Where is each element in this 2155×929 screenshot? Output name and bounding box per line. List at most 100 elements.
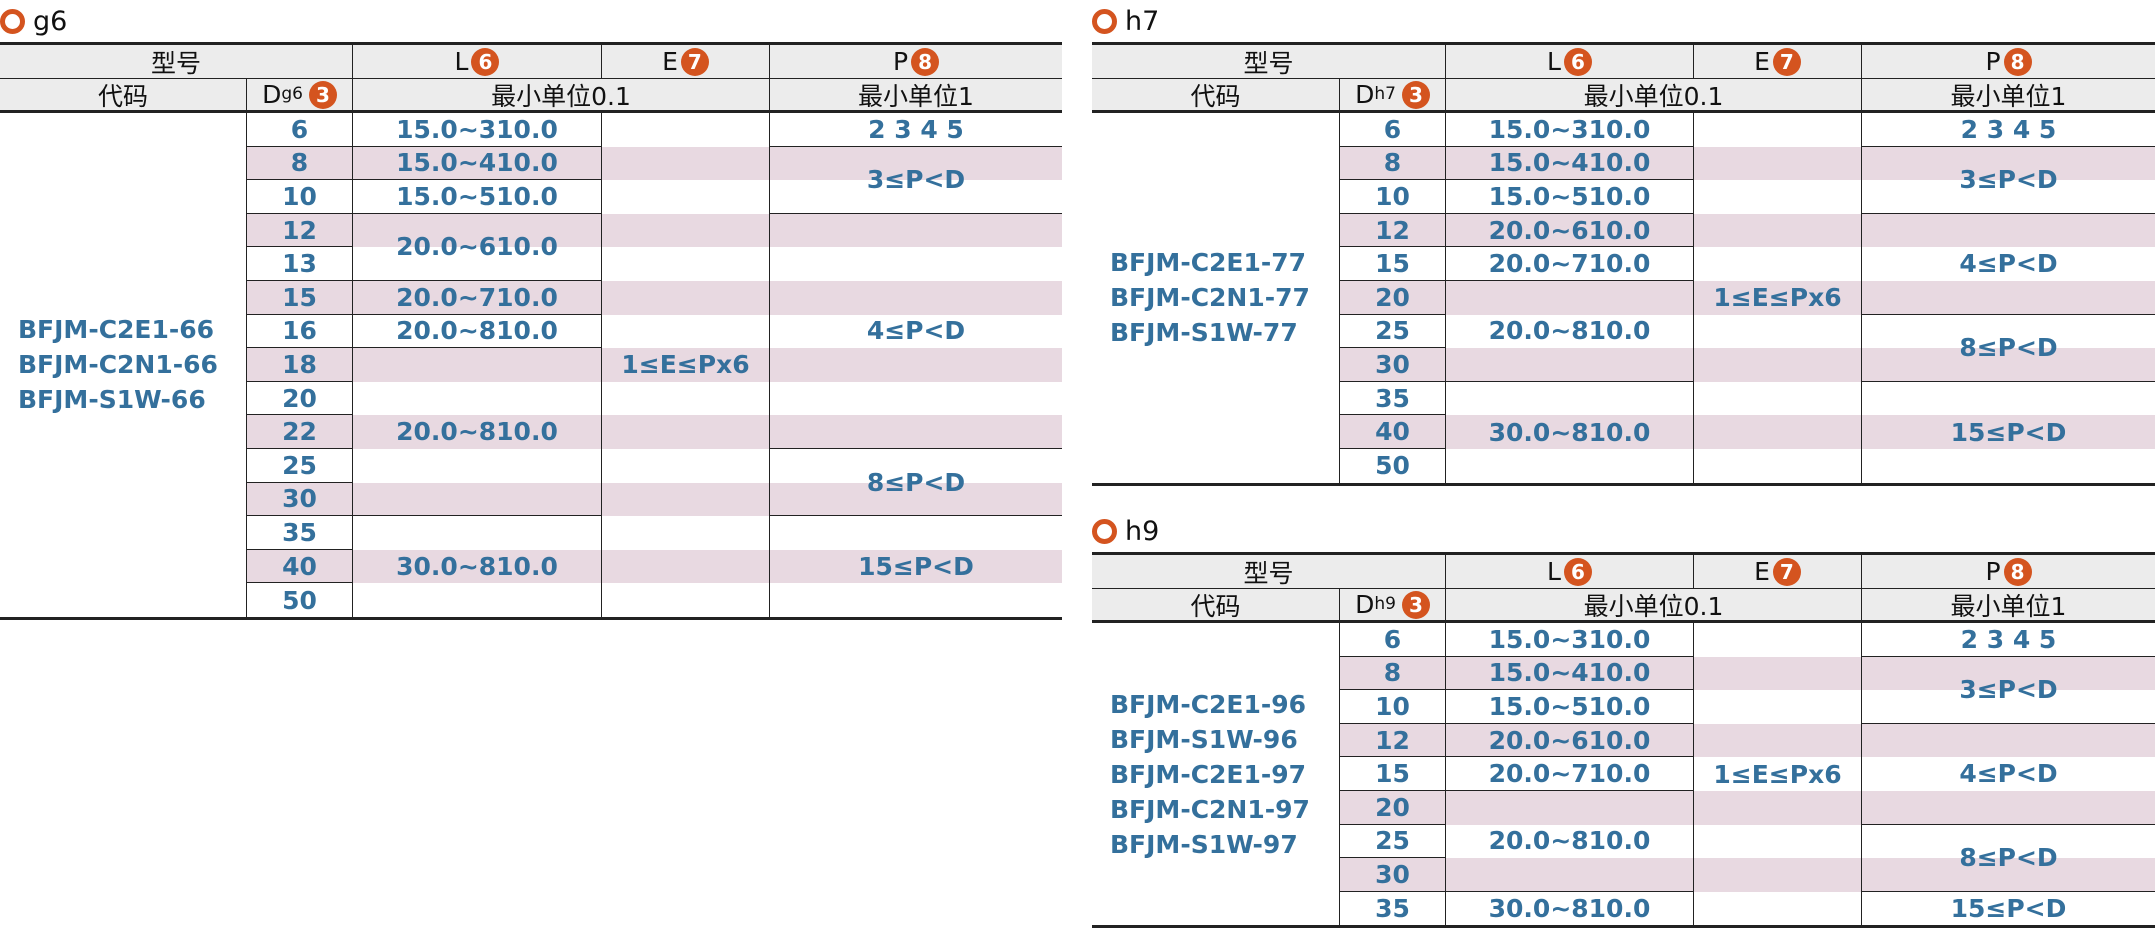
model-code: BFJM-S1W-97 [1110,829,1298,859]
l-range-cell: 15.0~410.0 [1446,656,1694,691]
l-range-cell-text: 15.0~510.0 [396,181,558,211]
d-value-cell: 40 [247,549,353,584]
model-code: BFJM-C2E1-96 [1110,689,1307,719]
header-p-label: P [1985,557,2001,586]
header-model-label: 型号 [150,48,201,78]
d-value-cell: 8 [1340,146,1446,181]
d-value-cell: 40 [1340,415,1446,449]
header-unit-le-label: 最小单位0.1 [491,81,631,111]
number-badge-icon: 3 [1401,590,1430,619]
l-range-cell: 20.0~610.0 [353,213,602,281]
d-value-cell: 18 [247,348,353,382]
p-range-cell-text: 8≤P<D [866,467,966,497]
header-d-label: D [262,80,282,109]
d-value-cell: 30 [247,482,353,517]
p-range-cell: 2 3 4 5 [770,113,1062,147]
e-range-cell: 1≤E≤Px6 [602,113,770,617]
row-stripe [247,280,1062,315]
p-range-cell-text: 4≤P<D [1959,249,2058,279]
section-title: g6 [0,4,67,38]
l-range-cell: 30.0~810.0 [1446,381,1694,483]
model-codes: BFJM-C2E1-66 BFJM-C2N1-66 BFJM-S1W-66 [0,113,247,617]
header-unit-le-label: 最小单位0.1 [1583,591,1724,621]
p-range-cell: 3≤P<D [770,147,1062,214]
l-range-cell: 20.0~610.0 [1446,213,1694,248]
model-code: BFJM-C2E1-97 [1110,759,1307,789]
p-range-cell: 8≤P<D [770,449,1062,517]
section-title-text: g6 [33,5,68,37]
l-range-cell-text: 15.0~510.0 [1488,181,1651,211]
header-unit-p-label: 最小单位1 [1950,591,2067,621]
p-range-cell-text: 8≤P<D [1959,843,2058,873]
l-range-cell: 30.0~810.0 [1446,891,1694,926]
number-badge-icon: 6 [1563,47,1592,76]
d-value-cell: 10 [247,180,353,214]
d-value-cell: 8 [1340,656,1446,691]
number-badge-icon: 3 [1401,80,1430,109]
l-range-cell-text: 15.0~410.0 [1488,148,1651,178]
d-value-cell: 12 [1340,213,1446,248]
e-range-cell-text: 1≤E≤Px6 [1713,283,1842,313]
header-d-subscript: h9 [1374,594,1396,614]
l-range-cell-text: 20.0~610.0 [1488,215,1651,245]
header-code-label: 代码 [97,81,148,111]
p-range-cell-text: 2 3 4 5 [1960,624,2057,654]
p-range-cell: 15≤P<D [1862,382,2155,483]
e-range-cell-text: 1≤E≤Px6 [1713,759,1842,789]
header-l-label: L [1547,47,1561,76]
d-value-cell: 25 [247,448,353,483]
l-range-cell-text: 30.0~810.0 [1488,417,1651,447]
l-range-cell: 15.0~410.0 [353,146,602,181]
d-value-cell: 15 [1340,247,1446,281]
d-value-cell: 6 [1340,623,1446,657]
l-range-cell: 20.0~810.0 [1446,790,1694,892]
d-value-cell: 16 [247,314,353,349]
l-range-cell: 20.0~610.0 [1446,723,1694,758]
d-value-cell: 10 [1340,180,1446,214]
header-model: 型号 [0,45,353,79]
d-value-cell: 20 [1340,280,1446,315]
number-badge-icon: 6 [1563,557,1592,586]
row-stripe [1340,790,2155,825]
l-range-cell-text: 30.0~810.0 [396,552,558,582]
d-value-cell: 8 [247,146,353,181]
l-range-cell-text: 20.0~710.0 [1488,249,1651,279]
row-stripe [1340,656,2155,691]
header-d-label: D [1355,590,1375,619]
l-range-cell-text: 20.0~710.0 [1488,759,1651,789]
l-range-cell: 20.0~710.0 [1446,247,1694,281]
l-range-cell: 30.0~810.0 [353,516,602,617]
header-code-label: 代码 [1190,591,1241,621]
model-code: BFJM-S1W-66 [18,385,206,415]
p-range-cell-text: 3≤P<D [866,165,966,195]
d-value-cell: 15 [247,280,353,315]
ring-bullet-icon [1092,518,1117,544]
header-model-label: 型号 [1243,558,1294,588]
section-title: h9 [1092,514,1159,548]
model-codes: BFJM-C2E1-77 BFJM-C2N1-77 BFJM-S1W-77 [1092,113,1340,483]
row-stripe [247,482,1062,517]
l-range-cell-text: 15.0~410.0 [396,148,558,178]
header-model-label: 型号 [1243,48,1294,78]
l-range-cell-text: 20.0~810.0 [1488,316,1651,346]
d-value-cell: 22 [247,415,353,449]
header-unit-p: 最小单位1 [1862,79,2155,113]
header-unit-le: 最小单位0.1 [1446,589,1862,623]
l-range-cell-text: 15.0~510.0 [1488,691,1651,721]
l-range-cell: 20.0~810.0 [353,348,602,517]
l-range-cell-text: 20.0~610.0 [396,232,558,262]
l-range-cell: 15.0~310.0 [353,113,602,147]
d-value-cell: 25 [1340,824,1446,859]
p-range-cell-text: 3≤P<D [1959,165,2058,195]
row-stripe [247,415,1062,449]
d-value-cell: 6 [247,113,353,147]
e-range-cell-text: 1≤E≤Px6 [621,350,750,380]
e-range-cell: 1≤E≤Px6 [1694,623,1862,926]
d-value-cell: 30 [1340,348,1446,382]
